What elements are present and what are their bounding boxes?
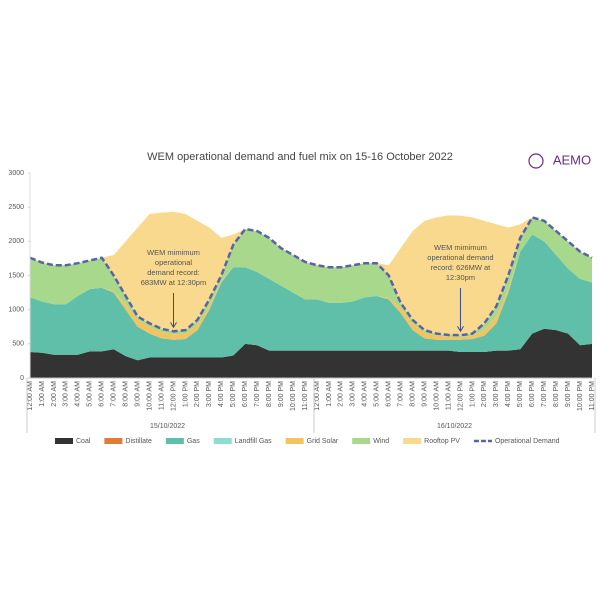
legend-label: Rooftop PV — [424, 438, 460, 445]
demand-line — [29, 215, 593, 337]
x-tick-label: 1:00 PM — [469, 381, 476, 407]
x-tick-label: 4:00 AM — [362, 381, 369, 407]
x-tick-label: 7:00 AM — [111, 381, 118, 407]
area — [30, 211, 592, 336]
legend-label: Wind — [373, 438, 389, 445]
x-tick-label: 2:00 AM — [338, 381, 345, 407]
x-tick-label: 11:00 AM — [158, 381, 165, 410]
y-tick-label: 3000 — [8, 170, 24, 177]
group-label: 15/10/2022 — [150, 423, 185, 430]
x-tick-label: 2:00 PM — [194, 381, 201, 407]
legend-label: Landfill Gas — [235, 438, 272, 445]
x-tick-label: 9:00 PM — [278, 381, 285, 407]
y-tick-label: 2500 — [8, 204, 24, 211]
x-tick-label: 8:00 PM — [553, 381, 560, 407]
annotation: WEM mimimum — [147, 248, 200, 257]
x-tick-label: 11:00 AM — [445, 381, 452, 410]
y-tick-label: 0 — [20, 375, 24, 382]
legend-swatch — [55, 438, 73, 444]
x-tick-label: 4:00 AM — [75, 381, 82, 407]
x-tick-label: 2:00 PM — [481, 381, 488, 407]
x-tick-label: 3:00 PM — [206, 381, 213, 407]
x-tick-label: 12:00 PM — [457, 381, 464, 411]
x-tick-label: 12:00 PM — [170, 381, 177, 411]
x-tick-label: 3:00 PM — [493, 381, 500, 407]
legend-label: Operational Demand — [495, 438, 560, 445]
chart-title: WEM operational demand and fuel mix on 1… — [147, 151, 453, 163]
x-tick-label: 5:00 AM — [374, 381, 381, 407]
x-tick-label: 5:00 PM — [230, 381, 237, 407]
annotation: 12:30pm — [446, 273, 475, 282]
x-tick-label: 10:00 PM — [290, 381, 297, 411]
annotation: WEM mimimum — [434, 243, 487, 252]
x-tick-label: 5:00 PM — [517, 381, 524, 407]
legend-label: Grid Solar — [307, 438, 339, 445]
x-tick-label: 11:00 PM — [302, 381, 309, 411]
area — [30, 234, 592, 361]
x-tick-label: 6:00 AM — [99, 381, 106, 407]
arrow-head — [170, 322, 177, 329]
x-tick-label: 10:00 AM — [146, 381, 153, 411]
legend: Coal Distillate Gas Landfill Gas Grid Solar W… — [55, 438, 560, 445]
x-tick-label: 8:00 AM — [123, 381, 130, 407]
x-tick-label: 10:00 PM — [577, 381, 584, 411]
legend-swatch — [352, 438, 371, 444]
x-tick-label: 6:00 AM — [386, 381, 393, 407]
annotation: record: 626MW at — [431, 263, 492, 272]
logo-icon — [528, 153, 544, 169]
legend-swatch — [403, 438, 422, 444]
y-tick-label: 1500 — [8, 272, 24, 279]
x-tick-label: 2:00 AM — [51, 381, 58, 407]
y-tick-label: 2000 — [8, 238, 24, 245]
x-tick-label: 1:00 PM — [182, 381, 189, 407]
legend-swatch — [165, 438, 184, 444]
group-label: 16/10/2022 — [437, 423, 472, 430]
x-tick-label: 6:00 PM — [242, 381, 249, 407]
y-tick-label: 500 — [12, 341, 24, 348]
legend-swatch — [285, 438, 304, 444]
x-tick-label: 4:00 PM — [505, 381, 512, 407]
x-tick-label: 10:00 AM — [433, 381, 440, 411]
area — [30, 217, 592, 337]
legend-label: Coal — [76, 438, 91, 445]
legend-label: Gas — [187, 438, 200, 445]
legend-swatch — [213, 438, 232, 444]
area — [30, 328, 592, 378]
arrow-head — [457, 325, 464, 333]
x-tick-label: 9:00 AM — [134, 381, 141, 407]
x-tick-label: 3:00 AM — [350, 381, 357, 407]
logo: AEMO — [553, 152, 591, 167]
x-tick-label: 4:00 PM — [218, 381, 225, 407]
x-tick-label: 11:00 PM — [589, 381, 596, 411]
y-tick-label: 1000 — [8, 307, 24, 314]
x-tick-label: 1:00 AM — [39, 381, 46, 407]
annotation: operational — [155, 258, 192, 267]
annotation: demand record: — [147, 268, 200, 277]
x-tick-label: 7:00 PM — [254, 381, 261, 407]
x-tick-label: 9:00 AM — [421, 381, 428, 407]
legend-label: Distillate — [125, 438, 152, 445]
annotation: 683MW at 12:30pm — [141, 278, 206, 287]
x-tick-label: 7:00 AM — [398, 381, 405, 407]
x-tick-label: 1:00 AM — [326, 381, 333, 407]
x-tick-label: 12:00 AM — [27, 381, 34, 411]
legend-swatch — [104, 438, 123, 444]
x-tick-label: 12:00 AM — [314, 381, 321, 411]
x-tick-label: 5:00 AM — [87, 381, 94, 407]
x-tick-label: 7:00 PM — [541, 381, 548, 407]
x-tick-label: 6:00 PM — [529, 381, 536, 407]
x-tick-label: 8:00 AM — [409, 381, 416, 407]
x-tick-label: 3:00 AM — [63, 381, 70, 407]
annotation: operational demand — [427, 253, 493, 262]
x-tick-label: 8:00 PM — [266, 381, 273, 407]
x-tick-label: 9:00 PM — [565, 381, 572, 407]
